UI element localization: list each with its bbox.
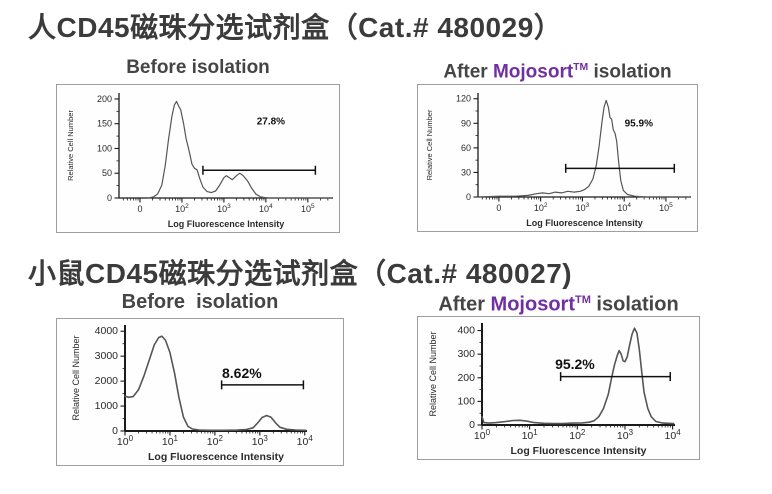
svg-text:101: 101 (522, 428, 539, 442)
svg-text:Log Fluorescence Intensity: Log Fluorescence Intensity (168, 219, 285, 229)
svg-text:101: 101 (162, 434, 179, 448)
svg-text:0: 0 (112, 425, 118, 437)
svg-text:Log Fluorescence Intensity: Log Fluorescence Intensity (148, 451, 284, 463)
chart-card-human-before: Before isolation 0 102 103 104 105 0 50 100 150 2… (56, 56, 340, 233)
svg-text:0: 0 (107, 193, 112, 203)
svg-text:104: 104 (259, 203, 273, 214)
svg-text:0: 0 (496, 203, 501, 213)
chart-card-mouse-before: Before isolation 100 101 102 103 104 0 1000 200… (56, 290, 344, 466)
chart-title-mouse-before: Before isolation (56, 290, 344, 318)
svg-text:150: 150 (97, 119, 112, 129)
svg-text:300: 300 (457, 348, 475, 360)
chart-panel: 100 101 102 103 104 0 100 200 300 400 95.2% Log Flu… (417, 316, 700, 460)
svg-text:200: 200 (457, 372, 475, 384)
histogram-svg: 0 102 103 104 105 0 50 100 150 200 27.8% Log Fluore… (66, 93, 333, 229)
svg-text:102: 102 (534, 202, 548, 213)
svg-text:Log Fluorescence Intensity: Log Fluorescence Intensity (526, 218, 643, 228)
svg-text:8.62%: 8.62% (222, 365, 262, 381)
svg-text:103: 103 (217, 203, 231, 214)
chart-title-text: After (438, 293, 491, 316)
svg-text:103: 103 (576, 202, 590, 213)
svg-text:Log Fluorescence Intensity: Log Fluorescence Intensity (511, 445, 647, 457)
chart-title-text: Before isolation (121, 291, 279, 313)
svg-text:50: 50 (102, 168, 112, 178)
section-title-human-cd45: 人CD45磁珠分选试剂盒（Cat.# 480029） (28, 12, 563, 43)
svg-text:105: 105 (301, 203, 315, 214)
mojosort-brand-text: Mojosort (492, 61, 574, 83)
svg-text:104: 104 (297, 434, 314, 448)
svg-text:4000: 4000 (95, 325, 119, 337)
svg-text:90: 90 (461, 118, 471, 128)
svg-text:104: 104 (665, 428, 682, 442)
svg-text:0: 0 (466, 192, 471, 202)
svg-text:102: 102 (207, 434, 224, 448)
chart-card-mouse-after: After MojosortTM isolation 100 101 102 103 1… (417, 288, 700, 460)
chart-title-text: isolation (590, 293, 679, 316)
svg-text:95.2%: 95.2% (555, 356, 595, 372)
svg-text:100: 100 (97, 143, 112, 153)
svg-text:60: 60 (461, 143, 471, 153)
svg-text:30: 30 (461, 167, 471, 177)
chart-title-text: After (443, 61, 493, 83)
svg-text:1000: 1000 (95, 400, 119, 412)
mojosort-brand-text: Mojosort (490, 293, 575, 316)
chart-title-text: isolation (588, 61, 672, 83)
svg-text:Relative Cell Number: Relative Cell Number (428, 331, 438, 416)
svg-text:3000: 3000 (95, 350, 119, 362)
chart-title-human-after: After MojosortTM isolation (417, 56, 698, 84)
svg-text:400: 400 (457, 325, 475, 337)
svg-text:95.9%: 95.9% (625, 119, 653, 130)
chart-panel: 100 101 102 103 104 0 1000 2000 3000 4000 8.62% Log… (56, 318, 344, 466)
chart-panel: 0 102 103 104 105 0 50 100 150 200 27.8% Log Fluore… (56, 84, 340, 233)
svg-text:0: 0 (137, 204, 142, 214)
svg-text:0: 0 (469, 419, 475, 431)
svg-text:Relative Cell Number: Relative Cell Number (66, 110, 75, 181)
svg-text:27.8%: 27.8% (257, 117, 285, 128)
svg-text:100: 100 (117, 434, 134, 448)
chart-panel: 0 102 103 104 105 0 30 60 90 120 95.9% Log Fluoresc… (417, 84, 698, 232)
svg-text:102: 102 (569, 428, 586, 442)
svg-text:103: 103 (252, 434, 269, 448)
chart-title-mouse-after: After MojosortTM isolation (417, 288, 700, 316)
chart-title-human-before: Before isolation (56, 56, 340, 84)
chart-card-human-after: After MojosortTM isolation 0 102 103 104 105… (417, 56, 698, 232)
section-title-mouse-cd45: 小鼠CD45磁珠分选试剂盒（Cat.# 480027) (28, 258, 573, 289)
svg-text:Relative Cell Number: Relative Cell Number (71, 335, 81, 420)
svg-text:100: 100 (457, 395, 475, 407)
mojosort-brand-text: TM (573, 62, 589, 73)
svg-text:103: 103 (617, 428, 634, 442)
svg-text:100: 100 (474, 428, 491, 442)
histogram-svg: 100 101 102 103 104 0 1000 2000 3000 4000 8.62% Log… (71, 325, 314, 463)
svg-text:105: 105 (659, 202, 673, 213)
svg-text:Relative Cell Number: Relative Cell Number (425, 109, 434, 180)
svg-text:200: 200 (97, 94, 112, 104)
svg-text:104: 104 (617, 202, 631, 213)
chart-title-text: Before isolation (126, 57, 270, 78)
svg-text:102: 102 (175, 203, 189, 214)
histogram-svg: 0 102 103 104 105 0 30 60 90 120 95.9% Log Fluoresc… (425, 93, 691, 228)
mojosort-brand-text: TM (574, 294, 591, 306)
svg-text:2000: 2000 (95, 375, 119, 387)
svg-text:120: 120 (456, 94, 471, 104)
